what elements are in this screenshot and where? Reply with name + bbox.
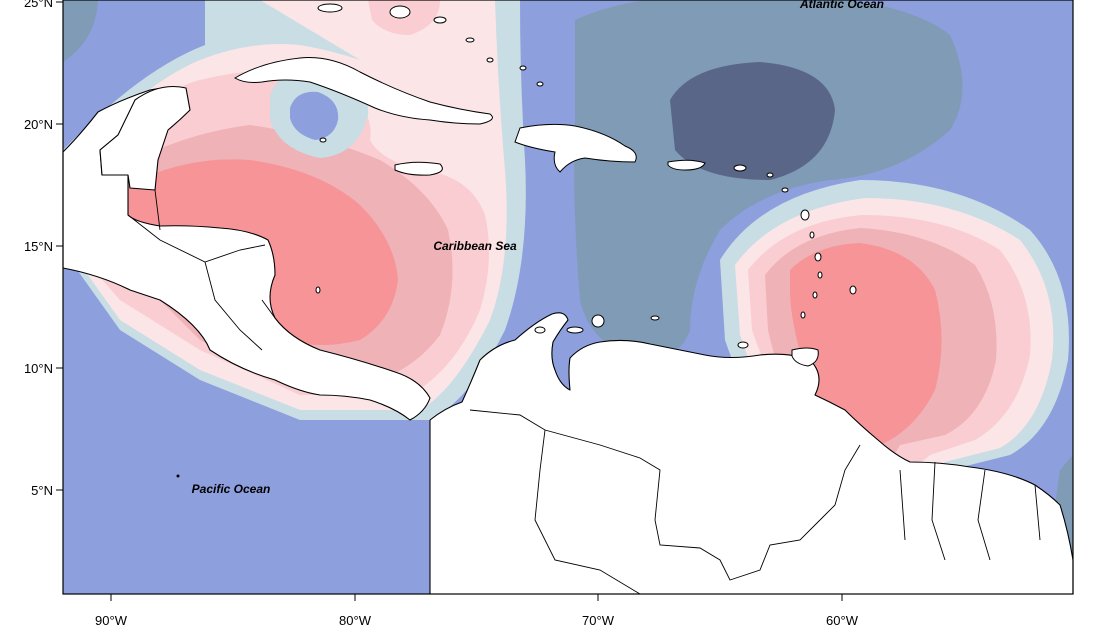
lat-tick-20n: 20°N [24, 117, 53, 132]
south-america [429, 312, 1074, 595]
cool-pocket-blue [290, 91, 339, 140]
lon-tick-70w: 70°W [582, 613, 615, 628]
atlantic-slate-region [574, 0, 963, 360]
atlantic-label: Atlantic Ocean [799, 0, 884, 11]
country-borders [127, 189, 1041, 595]
hispaniola [514, 123, 637, 173]
lon-tick-80w: 80°W [339, 613, 372, 628]
jamaica [394, 161, 443, 176]
northwest-slate-corner [63, 0, 98, 62]
lon-tick-60w: 60°W [826, 613, 859, 628]
small-islands [176, 3, 857, 478]
cuba [234, 57, 493, 125]
longitude-axis: 90°W 80°W 70°W 60°W [95, 594, 859, 628]
trinidad [791, 347, 819, 367]
lat-tick-10n: 10°N [24, 361, 53, 376]
puerto-rico [667, 159, 706, 171]
yucatan [99, 85, 191, 191]
caribbean-label: Caribbean Sea [433, 239, 517, 253]
east-warm-coral [790, 243, 942, 450]
latitude-axis: 25°N 20°N 15°N 10°N 5°N [24, 0, 63, 498]
lon-tick-90w: 90°W [95, 613, 128, 628]
lat-tick-25n: 25°N [24, 0, 53, 10]
pacific-label: Pacific Ocean [192, 482, 271, 496]
atlantic-deep-region [670, 62, 835, 180]
lat-tick-5n: 5°N [31, 483, 53, 498]
land [62, 3, 1074, 595]
lat-tick-15n: 15°N [24, 239, 53, 254]
plot-frame [62, 0, 1074, 595]
